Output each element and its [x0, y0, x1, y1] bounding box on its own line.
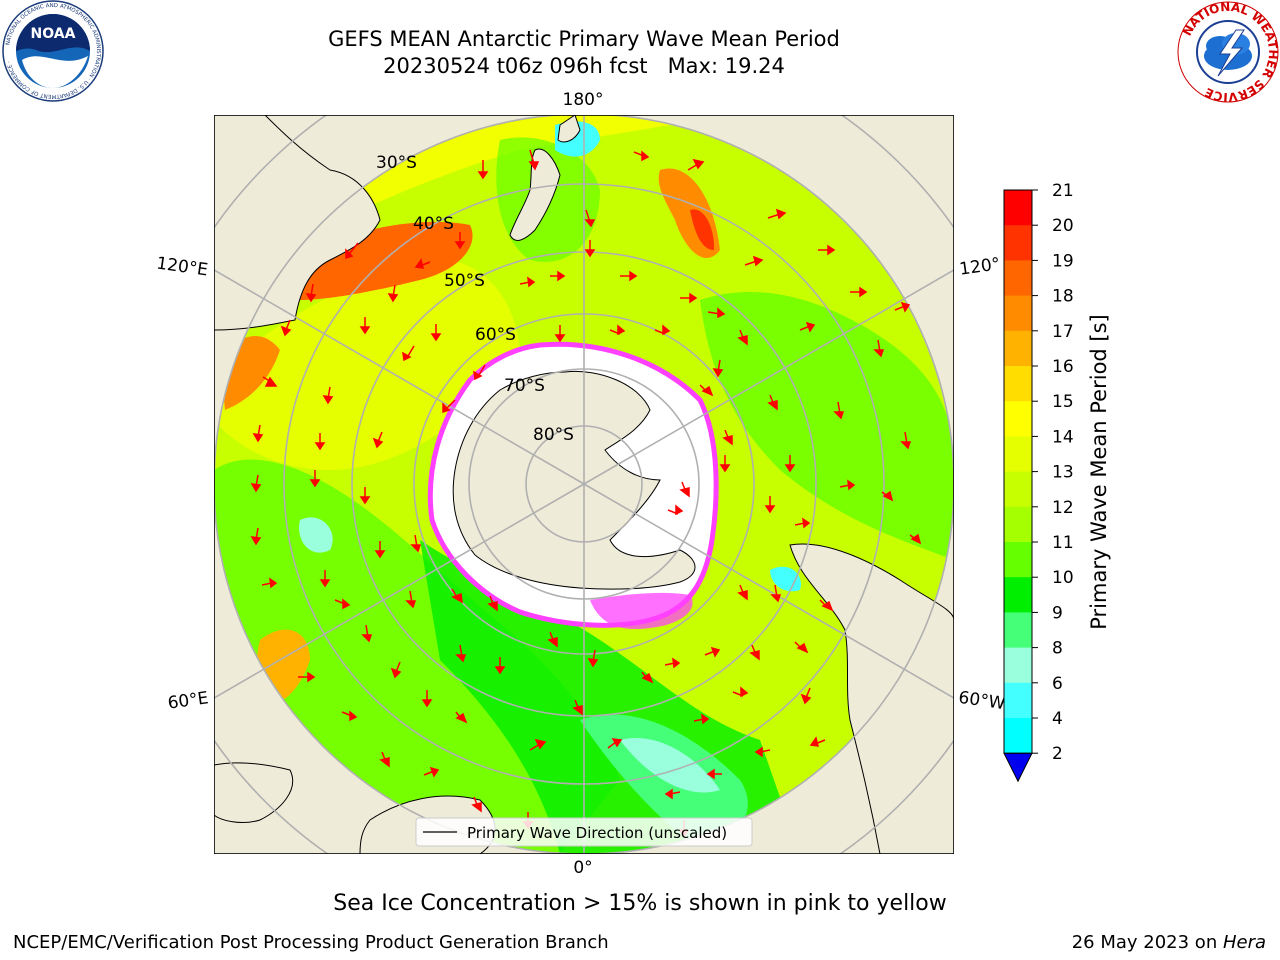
- africa-landmass: [214, 762, 294, 823]
- lon-label-60e: 60°E: [167, 688, 210, 713]
- colorbar-segment: [1004, 225, 1032, 261]
- australia-landmass: [214, 115, 381, 331]
- colorbar-segment: [1004, 506, 1032, 543]
- colorbar-segment: [1004, 260, 1032, 297]
- lon-label-120w: 120°: [958, 254, 1001, 280]
- colorbar-segment: [1004, 436, 1032, 473]
- lat-label-70s: 70°S: [504, 376, 545, 396]
- colorbar-segment: [1004, 295, 1032, 332]
- colorbar-segment: [1004, 577, 1032, 613]
- lat-label-50s: 50°S: [444, 271, 485, 291]
- footer-credit: NCEP/EMC/Verification Post Processing Pr…: [13, 932, 609, 953]
- map-legend: Primary Wave Direction (unscaled): [415, 817, 753, 847]
- footer-date-text: 26 May 2023 on: [1071, 932, 1223, 953]
- noaa-logo-icon: NOAA NATIONAL OCEANIC AND ATMOSPHERIC AD…: [2, 0, 104, 102]
- colorbar-tick-label: 21: [1052, 181, 1074, 201]
- colorbar-segment: [1004, 471, 1032, 508]
- new-zealand-landmass: [509, 148, 561, 241]
- colorbar-segment: [1004, 542, 1032, 578]
- colorbar-segment: [1004, 401, 1032, 437]
- colorbar-segment: [1004, 612, 1032, 649]
- colorbar-segment: [1004, 366, 1032, 402]
- colorbar-label: Primary Wave Mean Period [s]: [1087, 314, 1111, 630]
- colorbar-tick-label: 20: [1052, 216, 1074, 236]
- colorbar: 21 20 19 18 17 16 15 14 13 12 11 10 9 8 6 4 2: [1003, 181, 1074, 783]
- wave-direction-arrows: [250, 149, 922, 838]
- colorbar-tick-label: 9: [1052, 603, 1063, 623]
- colorbar-tick-label: 8: [1052, 639, 1063, 659]
- lat-label-40s: 40°S: [413, 214, 454, 234]
- colorbar-tick-label: 11: [1052, 533, 1074, 553]
- sea-ice-note: Sea Ice Concentration > 15% is shown in …: [333, 891, 947, 916]
- colorbar-segment: [1004, 682, 1032, 719]
- antarctica-landmass: [452, 370, 696, 590]
- lon-label-0: 0°: [573, 858, 592, 878]
- colorbar-segment: [1004, 647, 1032, 684]
- colorbar-tick-label: 6: [1052, 674, 1063, 694]
- noaa-logo-text: NOAA: [31, 26, 76, 42]
- colorbar-tick-label: 14: [1052, 427, 1074, 447]
- colorbar-tick-label: 12: [1052, 498, 1074, 518]
- colorbar-tick-label: 16: [1052, 357, 1074, 377]
- longitude-lines: [214, 115, 954, 854]
- colorbar-tick-label: 19: [1052, 251, 1074, 271]
- nws-logo-icon: NATIONAL WEATHER SERVICE: [1177, 0, 1280, 104]
- lat-label-60s: 60°S: [475, 325, 516, 345]
- lon-label-120e: 120°E: [155, 254, 209, 281]
- colorbar-extend-arrow: [1003, 752, 1033, 783]
- colorbar-tick-label: 13: [1052, 463, 1074, 483]
- colorbar-tick-label: 10: [1052, 568, 1074, 588]
- colorbar-segment: [1004, 330, 1032, 367]
- colorbar-tick-label: 18: [1052, 287, 1074, 307]
- footer-host: Hera: [1222, 932, 1266, 953]
- lat-label-80s: 80°S: [533, 425, 574, 445]
- footer-date: 26 May 2023 on Hera: [1072, 932, 1266, 953]
- colorbar-segment: [1004, 190, 1032, 226]
- plot-subtitle: 20230524 t06z 096h fcst Max: 19.24: [383, 54, 785, 78]
- lon-label-180: 180°: [563, 90, 604, 110]
- lon-label-60w: 60°W: [957, 688, 1006, 714]
- colorbar-tick-label: 15: [1052, 392, 1074, 412]
- plot-title: GEFS MEAN Antarctic Primary Wave Mean Pe…: [328, 27, 840, 51]
- lat-label-30s: 30°S: [376, 153, 417, 173]
- colorbar-tick-label: 17: [1052, 322, 1074, 342]
- south-america-landmass: [789, 543, 954, 854]
- colorbar-segment: [1004, 718, 1032, 754]
- colorbar-tick-label: 2: [1052, 744, 1063, 764]
- sea-ice-weddell: [590, 592, 693, 630]
- colorbar-tick-label: 4: [1052, 709, 1063, 729]
- legend-label: Primary Wave Direction (unscaled): [467, 824, 727, 842]
